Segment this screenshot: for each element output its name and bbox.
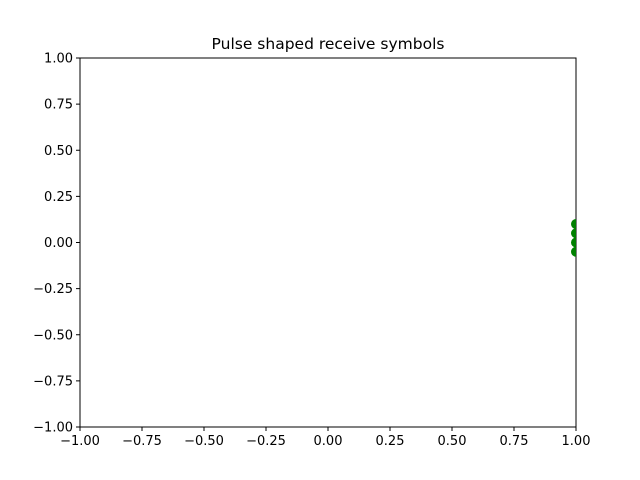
y-tick-label: −1.00 <box>33 421 73 436</box>
x-tick-label: 1.00 <box>562 434 591 449</box>
x-tick-label: 0.75 <box>500 434 529 449</box>
y-tick-label: 1.00 <box>44 52 73 67</box>
x-tick-label: −0.50 <box>184 434 224 449</box>
x-tick-label: 0.00 <box>314 434 343 449</box>
y-tick-label: −0.25 <box>33 282 73 297</box>
data-point <box>571 228 576 239</box>
y-axis: −1.00 −0.75 −0.50 −0.25 0.00 0.25 0.50 0.75 1.00 <box>33 52 80 436</box>
x-tick-label: −0.75 <box>122 434 162 449</box>
data-point <box>571 246 576 257</box>
y-tick-label: 0.50 <box>44 144 73 159</box>
y-tick-label: −0.50 <box>33 328 73 343</box>
y-tick-label: −0.75 <box>33 374 73 389</box>
x-tick-label: −0.25 <box>246 434 286 449</box>
plot-frame <box>79 57 577 428</box>
x-tick-label: 0.50 <box>438 434 467 449</box>
chart-title: Pulse shaped receive symbols <box>212 35 445 53</box>
y-tick-label: 0.75 <box>44 98 73 113</box>
x-tick-label: −1.00 <box>60 434 100 449</box>
data-points <box>571 219 576 257</box>
y-tick-label: 0.25 <box>44 190 73 205</box>
x-tick-label: 0.25 <box>376 434 405 449</box>
data-point <box>571 219 576 230</box>
y-tick-label: 0.00 <box>44 236 73 251</box>
data-point <box>571 237 576 248</box>
x-axis: −1.00 −0.75 −0.50 −0.25 0.00 0.25 0.50 0.75 1.00 <box>60 427 590 449</box>
